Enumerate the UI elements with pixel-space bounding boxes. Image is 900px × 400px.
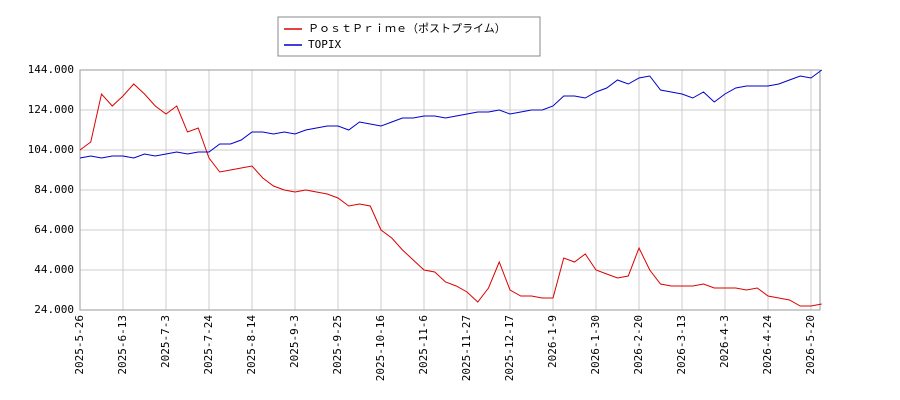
series-line xyxy=(79,83,822,307)
y-tick-label: 84.000 xyxy=(34,183,74,196)
y-tick-label: 44.000 xyxy=(34,263,74,276)
x-tick-label: 2025-11-6 xyxy=(417,315,430,375)
x-tick-label: 2025-6-13 xyxy=(116,315,129,375)
x-tick-label: 2025-11-27 xyxy=(460,315,473,381)
x-tick-label: 2026-2-20 xyxy=(632,315,645,375)
series-line xyxy=(79,69,823,159)
x-tick-label: 2026-4-3 xyxy=(718,315,731,368)
x-tick-label: 2025-7-3 xyxy=(159,315,172,368)
legend-label: ＰｏｓｔＰｒｉｍｅ（ポストプライム） xyxy=(308,22,506,35)
x-tick-label: 2026-5-20 xyxy=(804,315,817,375)
x-tick-label: 2025-8-14 xyxy=(245,315,258,375)
x-tick-label: 2025-5-26 xyxy=(73,315,86,375)
y-tick-label: 64.000 xyxy=(34,223,74,236)
x-tick-label: 2026-1-9 xyxy=(546,315,559,368)
x-tick-label: 2025-10-16 xyxy=(374,315,387,381)
x-tick-label: 2026-3-13 xyxy=(675,315,688,375)
x-tick-label: 2025-9-3 xyxy=(288,315,301,368)
y-tick-label: 144.000 xyxy=(28,63,74,76)
x-tick-label: 2025-7-24 xyxy=(202,315,215,375)
x-tick-label: 2025-12-17 xyxy=(503,315,516,381)
x-tick-label: 2026-4-24 xyxy=(761,315,774,375)
x-tick-label: 2025-9-25 xyxy=(331,315,344,375)
y-tick-label: 24.000 xyxy=(34,303,74,316)
legend-box xyxy=(277,16,541,57)
y-tick-label: 124.000 xyxy=(28,103,74,116)
y-tick-label: 104.000 xyxy=(28,143,74,156)
x-tick-label: 2026-1-30 xyxy=(589,315,602,375)
plot-frame xyxy=(79,69,821,311)
legend-label: TOPIX xyxy=(308,38,341,51)
